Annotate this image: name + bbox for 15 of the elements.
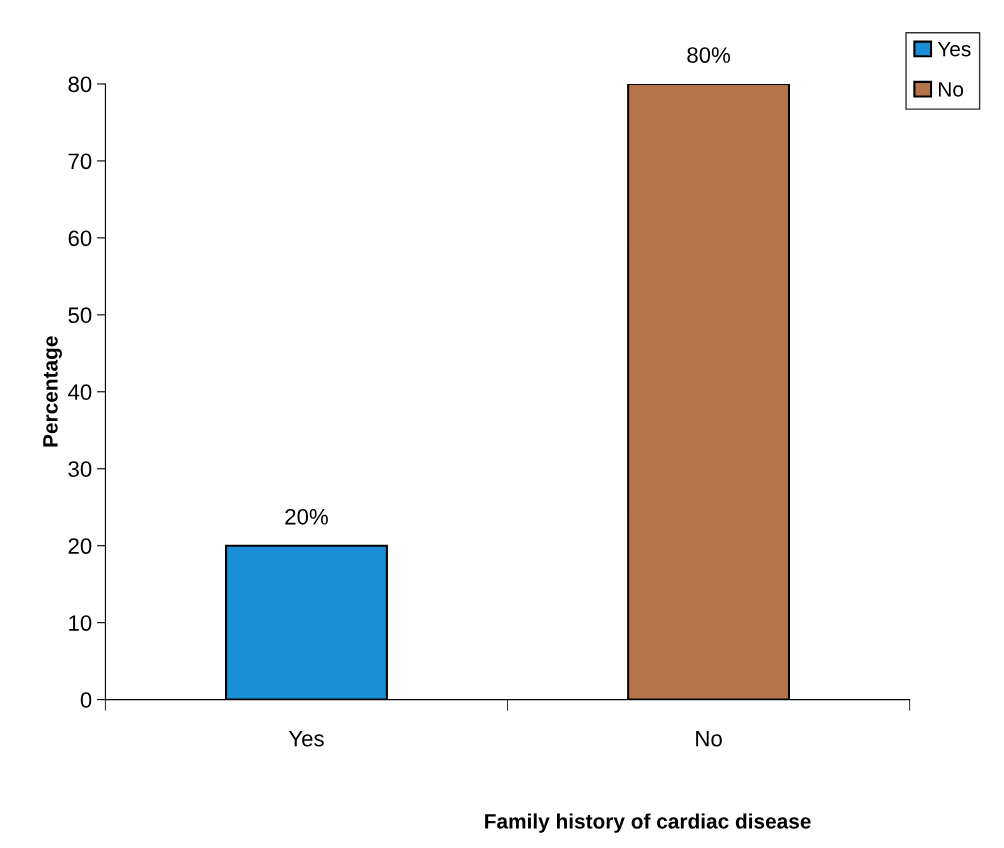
y-tick-label: 0: [80, 692, 92, 708]
y-tick-label: 50: [68, 307, 92, 324]
y-tick-label: 60: [68, 230, 92, 247]
x-axis-title: Family history of cardiac disease: [485, 813, 811, 833]
data-label: 20%: [285, 508, 328, 525]
y-tick-label: 10: [69, 615, 92, 631]
y-tick-label: 70: [68, 153, 92, 170]
y-tick-label: 80: [68, 76, 92, 93]
y-tick-label: 20: [68, 538, 92, 554]
legend-label: No: [939, 82, 964, 97]
legend-label: Yes: [937, 41, 971, 57]
y-tick-label: 40: [68, 384, 92, 401]
y-axis-title: Percentage: [43, 336, 62, 447]
data-label: 80%: [687, 47, 731, 63]
y-tick-label: 30: [68, 461, 92, 477]
